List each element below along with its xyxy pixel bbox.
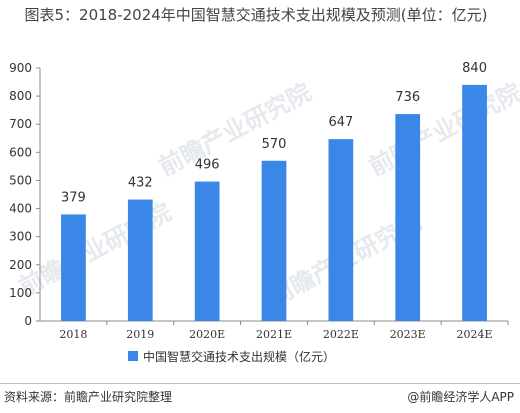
x-tick-label: 2023E	[390, 328, 426, 341]
legend-swatch	[128, 351, 138, 361]
source-note: 资料来源：前瞻产业研究院整理	[4, 390, 173, 404]
bar	[462, 84, 487, 321]
x-tick-label: 2022E	[323, 328, 359, 341]
y-tick-label: 900	[9, 61, 32, 75]
y-tick-label: 700	[9, 117, 32, 131]
y-tick-label: 500	[9, 173, 32, 187]
x-tick-label: 2024E	[457, 328, 493, 341]
bar	[395, 114, 421, 321]
brand-label: @前瞻经济学人APP	[407, 390, 514, 404]
x-tick-label: 2021E	[256, 328, 292, 341]
y-tick-label: 600	[9, 145, 32, 159]
data-label: 570	[262, 137, 287, 152]
legend-label: 中国智慧交通技术支出规模（亿元）	[143, 349, 335, 364]
data-label: 840	[462, 61, 487, 76]
y-tick-label: 200	[9, 258, 32, 272]
y-tick-label: 400	[9, 202, 32, 216]
chart-title: 图表5：2018-2024年中国智慧交通技术支出规模及预测(单位：亿元)	[24, 6, 488, 24]
bar	[261, 160, 287, 321]
bar-chart: 0 100 200 300 400 500 600 700 800 900 379 2018 432 20…	[9, 61, 509, 364]
y-tick-label: 300	[9, 230, 32, 244]
x-tick-label: 2020E	[189, 328, 225, 341]
bar	[328, 139, 354, 321]
data-label: 647	[328, 115, 353, 130]
y-tick-label: 100	[9, 286, 32, 300]
data-label: 736	[395, 90, 420, 105]
x-tick-label: 2019	[126, 328, 154, 341]
y-tick-label: 800	[9, 89, 32, 103]
data-label: 379	[61, 190, 86, 205]
footer-divider	[0, 383, 520, 384]
data-label: 432	[128, 176, 153, 191]
bar	[194, 181, 220, 321]
bar	[127, 199, 153, 321]
x-tick-label: 2018	[59, 328, 87, 341]
y-tick-label: 0	[24, 314, 32, 328]
data-label: 496	[195, 158, 220, 173]
bar	[61, 214, 86, 321]
